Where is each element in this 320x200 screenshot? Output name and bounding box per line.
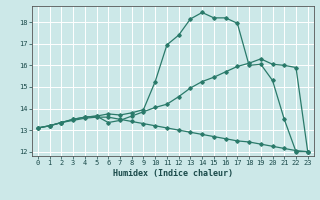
X-axis label: Humidex (Indice chaleur): Humidex (Indice chaleur) — [113, 169, 233, 178]
